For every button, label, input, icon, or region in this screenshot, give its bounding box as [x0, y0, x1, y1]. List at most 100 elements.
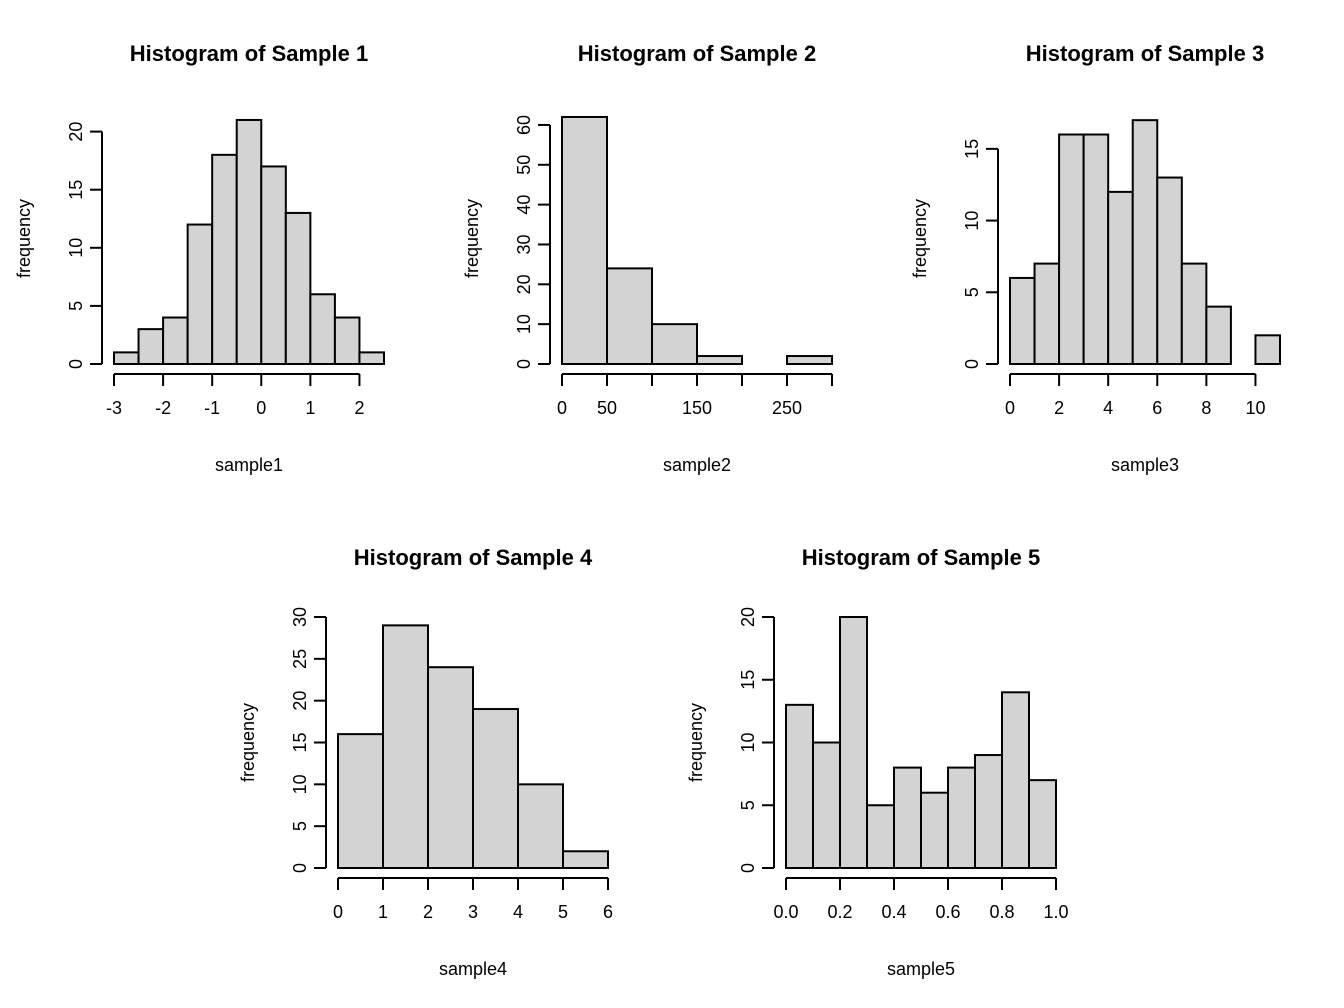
y-axis-label: frequency [910, 199, 930, 278]
histogram-bar [920, 791, 949, 870]
histogram-bar [358, 351, 386, 366]
y-tick-label: 25 [290, 649, 310, 669]
y-tick-label: 10 [290, 774, 310, 794]
y-tick-label: 30 [514, 234, 534, 254]
x-tick-label: 6 [603, 902, 613, 922]
x-tick-label: 0.6 [935, 902, 960, 922]
x-axis-label: sample3 [1111, 455, 1179, 475]
x-axis-label: sample1 [215, 455, 283, 475]
histogram-bar [786, 355, 833, 365]
histogram-bar [382, 624, 429, 869]
x-tick-label: 6 [1152, 398, 1162, 418]
histogram-bar [137, 328, 165, 365]
y-tick-label: 20 [66, 122, 86, 142]
histogram-bar [1254, 334, 1282, 366]
histogram-bar [1107, 190, 1134, 365]
y-tick-label: 0 [66, 359, 86, 369]
histogram-bar [337, 733, 384, 870]
x-tick-label: -3 [106, 398, 122, 418]
histogram-bar [260, 165, 287, 365]
histogram-bar [974, 754, 1003, 869]
y-axis-label: frequency [686, 703, 706, 782]
histogram-panel-5: Histogram of Sample 5 0.0 0.2 0.4 0.6 0.8 1.0 0… [686, 545, 1069, 979]
x-tick-label: 150 [682, 398, 712, 418]
y-tick-label: 15 [66, 180, 86, 200]
y-tick-label: 0 [290, 863, 310, 873]
histogram-bar [472, 708, 519, 869]
histogram-bar [113, 351, 140, 366]
x-tick-label: 2 [1054, 398, 1064, 418]
x-tick-label: 0 [557, 398, 567, 418]
histogram-bar [1131, 119, 1159, 365]
histogram-bar [211, 153, 238, 365]
histogram-bar [1180, 262, 1208, 366]
y-tick-label: 0 [962, 359, 982, 369]
x-tick-label: -1 [204, 398, 220, 418]
x-tick-label: 0.4 [881, 902, 906, 922]
x-tick-label: 250 [772, 398, 802, 418]
x-tick-label: 1 [378, 902, 388, 922]
x-tick-label: 3 [468, 902, 478, 922]
histogram-panel-2: Histogram of Sample 2 0 50 150 250 0 10 20 30 40 5… [462, 41, 833, 475]
histogram-bar [606, 267, 653, 365]
x-axis-label: sample5 [887, 959, 955, 979]
y-tick-label: 10 [514, 314, 534, 334]
histogram-bar [696, 355, 743, 365]
x-axis-label: sample2 [663, 455, 731, 475]
x-tick-label: 0.2 [827, 902, 852, 922]
x-tick-label: 4 [1103, 398, 1113, 418]
x-tick-label: 0 [256, 398, 266, 418]
chart-title: Histogram of Sample 3 [1026, 41, 1264, 66]
y-tick-label: 30 [290, 607, 310, 627]
x-tick-label: 1.0 [1043, 902, 1068, 922]
histogram-bar [785, 703, 814, 869]
histogram-panel-3: Histogram of Sample 3 0 2 4 6 8 10 0 5 10 15 sample… [910, 41, 1282, 475]
x-tick-label: 2 [423, 902, 433, 922]
histogram-panel-1: Histogram of Sample 1-3 -2 -1 0 1 205101520sa… [14, 41, 386, 475]
histogram-bar [186, 223, 214, 365]
y-tick-label: 0 [514, 359, 534, 369]
x-tick-label: 5 [558, 902, 568, 922]
y-tick-label: 50 [514, 155, 534, 175]
y-tick-label: 5 [962, 287, 982, 297]
histogram-bar [839, 616, 868, 869]
histogram-bar [517, 783, 564, 869]
chart-title: Histogram of Sample 4 [354, 545, 593, 570]
y-axis-label: frequency [14, 199, 34, 278]
histogram-bar [309, 293, 336, 365]
histogram-bar [162, 316, 189, 366]
y-axis-label: frequency [462, 199, 482, 278]
x-tick-label: -2 [155, 398, 171, 418]
histogram-bar [235, 118, 263, 365]
histogram-bar [947, 766, 976, 869]
x-tick-label: 0.0 [773, 902, 798, 922]
histogram-bar [1156, 176, 1183, 365]
x-tick-label: 0 [333, 902, 343, 922]
histogram-bar [1001, 691, 1030, 869]
x-tick-label: 0.8 [989, 902, 1014, 922]
y-tick-label: 20 [514, 274, 534, 294]
x-tick-label: 2 [354, 398, 364, 418]
histogram-bar [1028, 779, 1057, 870]
histogram-bar [1033, 262, 1061, 366]
histogram-bar [562, 850, 609, 869]
y-tick-label: 40 [514, 195, 534, 215]
y-tick-label: 60 [514, 115, 534, 135]
y-tick-label: 10 [66, 238, 86, 258]
y-tick-label: 15 [962, 139, 982, 159]
x-tick-label: 0 [1005, 398, 1015, 418]
x-tick-label: 10 [1245, 398, 1265, 418]
y-axis-label: frequency [238, 703, 258, 782]
x-tick-label: 50 [597, 398, 617, 418]
histogram-bar [284, 211, 312, 365]
y-tick-label: 5 [290, 821, 310, 831]
x-tick-label: 1 [305, 398, 315, 418]
y-tick-label: 15 [290, 732, 310, 752]
histogram-bar [1082, 133, 1110, 365]
chart-title: Histogram of Sample 2 [578, 41, 816, 66]
histogram-bar [812, 741, 841, 869]
y-tick-label: 0 [738, 863, 758, 873]
y-tick-label: 15 [738, 670, 758, 690]
chart-title: Histogram of Sample 1 [130, 41, 368, 66]
